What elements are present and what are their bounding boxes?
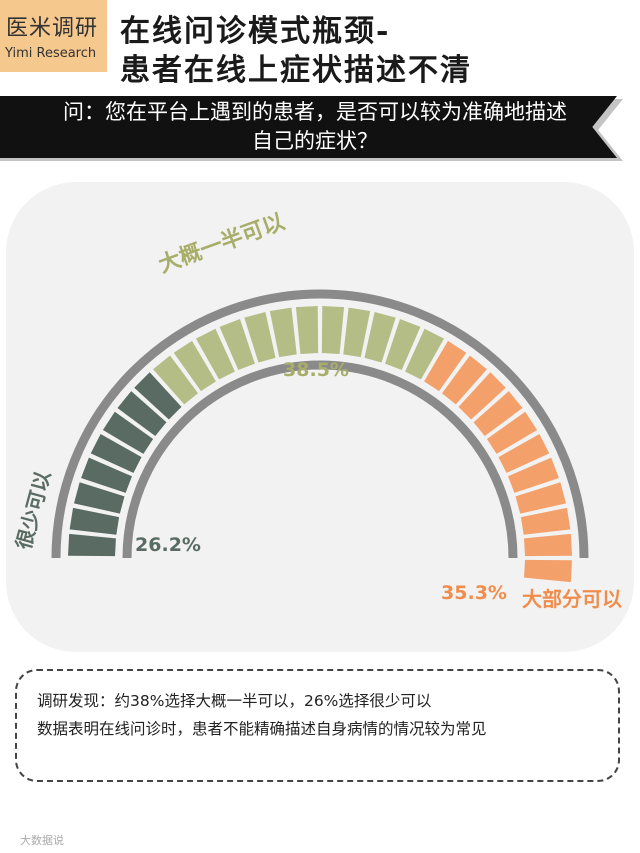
gauge-segment-most	[473, 391, 523, 437]
category-label-most: 大部分可以	[522, 587, 622, 611]
gauge-segment-most	[458, 372, 506, 420]
gauge-segment-half	[405, 328, 445, 380]
findings-line-2: 数据表明在线问诊时，患者不能精确描述自身病情的情况较为常见	[37, 720, 487, 738]
page-title-line-2: 患者在线上症状描述不清	[120, 53, 472, 88]
question-line-2: 自己的症状？	[252, 129, 378, 153]
gauge-segment-half	[364, 311, 396, 363]
gauge-segment-half	[244, 311, 276, 363]
gauge-segment-most	[515, 482, 567, 514]
logo-english-text: Yimi Research	[5, 46, 97, 61]
gauge-segment-little	[90, 433, 142, 473]
page-title-line-1: 在线问诊模式瓶颈-	[120, 14, 391, 49]
category-label-little: 很少可以	[11, 468, 55, 551]
gauge-segment-little	[81, 457, 132, 493]
findings-box: 调研发现：约38%选择大概一半可以，26%选择很少可以 数据表明在线问诊时，患者…	[15, 669, 620, 782]
gauge-segment-most	[508, 457, 559, 493]
gauge-segment-little	[73, 482, 125, 514]
gauge-segment-half	[195, 328, 235, 380]
question-line-1: 问：您在平台上遇到的患者，是否可以较为准确地描述	[63, 100, 567, 124]
gauge-segment-little	[134, 372, 182, 420]
gauge-segment-half	[295, 306, 319, 354]
gauge-segment-half	[153, 355, 199, 405]
gauge-segment-half	[321, 306, 345, 354]
gauge-segment-most	[486, 411, 538, 454]
gauge-segment-little	[69, 507, 120, 535]
gauge-segment-half	[173, 340, 216, 392]
gauge-outer-ring	[51, 289, 589, 559]
gauge-segment-little	[68, 533, 116, 557]
category-label-half: 大概一半可以	[155, 209, 288, 279]
gauge-segment-most	[520, 507, 571, 535]
question-text: 问：您在平台上遇到的患者，是否可以较为准确地描述 自己的症状？	[20, 98, 610, 156]
value-label-half: 38.5%	[283, 359, 349, 381]
question-banner	[0, 96, 617, 158]
gauge-segment-most	[498, 433, 550, 473]
gauge-segment-most	[524, 533, 572, 557]
gauge-segment-half	[385, 319, 421, 370]
gauge-segment-most	[441, 355, 487, 405]
gauge-segment-little	[117, 391, 167, 437]
gauge-segment-half	[219, 319, 255, 370]
value-label-most: 35.3%	[441, 582, 507, 604]
gauge-inner-ring	[122, 360, 518, 559]
gauge-segment-most	[424, 340, 467, 392]
findings-line-1: 调研发现：约38%选择大概一半可以，26%选择很少可以	[37, 692, 432, 710]
gauge-segment-half	[269, 307, 297, 358]
gauge-segment-most	[524, 559, 572, 583]
watermark: 大数据说	[20, 834, 64, 847]
value-label-little: 26.2%	[135, 534, 201, 556]
logo-chinese-text: 医米调研	[6, 16, 99, 41]
gauge-segment-half	[343, 307, 371, 358]
gauge-segment-little	[102, 411, 154, 454]
brand-logo: 医米调研 Yimi Research	[0, 0, 107, 72]
